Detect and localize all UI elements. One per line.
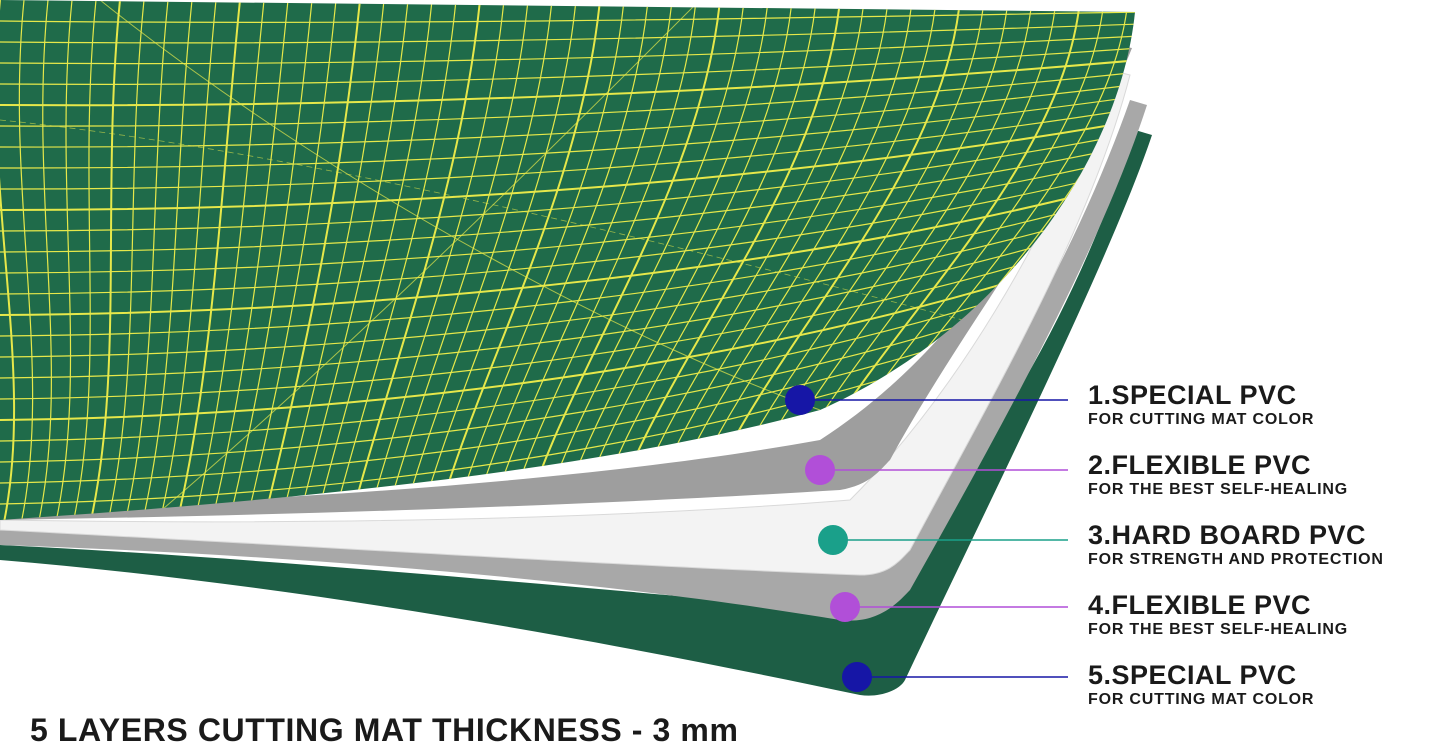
- layer-3-title: 3.HARD BOARD PVC: [1088, 520, 1367, 550]
- layer-1-label: 1.SPECIAL PVC FOR CUTTING MAT COLOR: [1088, 380, 1314, 430]
- layer-3-sheet: [0, 69, 1131, 576]
- layer-2-label: 2.FLEXIBLE PVC FOR THE BEST SELF-HEALING: [1088, 450, 1348, 500]
- layer-dot-5: [842, 662, 872, 692]
- layer-5-subtitle: FOR CUTTING MAT COLOR: [1088, 691, 1315, 708]
- layer-dot-4: [830, 592, 860, 622]
- layer-4-subtitle: FOR THE BEST SELF-HEALING: [1088, 621, 1348, 638]
- layer-3-subtitle: FOR STRENGTH AND PROTECTION: [1088, 551, 1384, 568]
- layer-1-title: 1.SPECIAL PVC: [1088, 380, 1297, 410]
- layer-5-title: 5.SPECIAL PVC: [1088, 660, 1297, 690]
- layer-dot-3: [818, 525, 848, 555]
- thickness-caption: 5 LAYERS CUTTING MAT THICKNESS - 3 mm: [30, 712, 739, 748]
- layer-1-subtitle: FOR CUTTING MAT COLOR: [1088, 411, 1315, 428]
- layer-2-title: 2.FLEXIBLE PVC: [1088, 450, 1312, 480]
- layer-dot-2: [805, 455, 835, 485]
- layer-connectors: [785, 385, 1068, 692]
- layer-5-label: 5.SPECIAL PVC FOR CUTTING MAT COLOR: [1088, 660, 1314, 710]
- layer-3-label: 3.HARD BOARD PVC FOR STRENGTH AND PROTEC…: [1088, 520, 1384, 570]
- layer-4-label: 4.FLEXIBLE PVC FOR THE BEST SELF-HEALING: [1088, 590, 1348, 640]
- layer-dot-1: [785, 385, 815, 415]
- layer-4-title: 4.FLEXIBLE PVC: [1088, 590, 1312, 620]
- layer-2-subtitle: FOR THE BEST SELF-HEALING: [1088, 481, 1348, 498]
